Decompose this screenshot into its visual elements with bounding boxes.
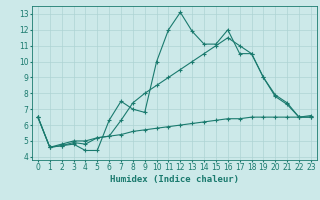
X-axis label: Humidex (Indice chaleur): Humidex (Indice chaleur)	[110, 175, 239, 184]
